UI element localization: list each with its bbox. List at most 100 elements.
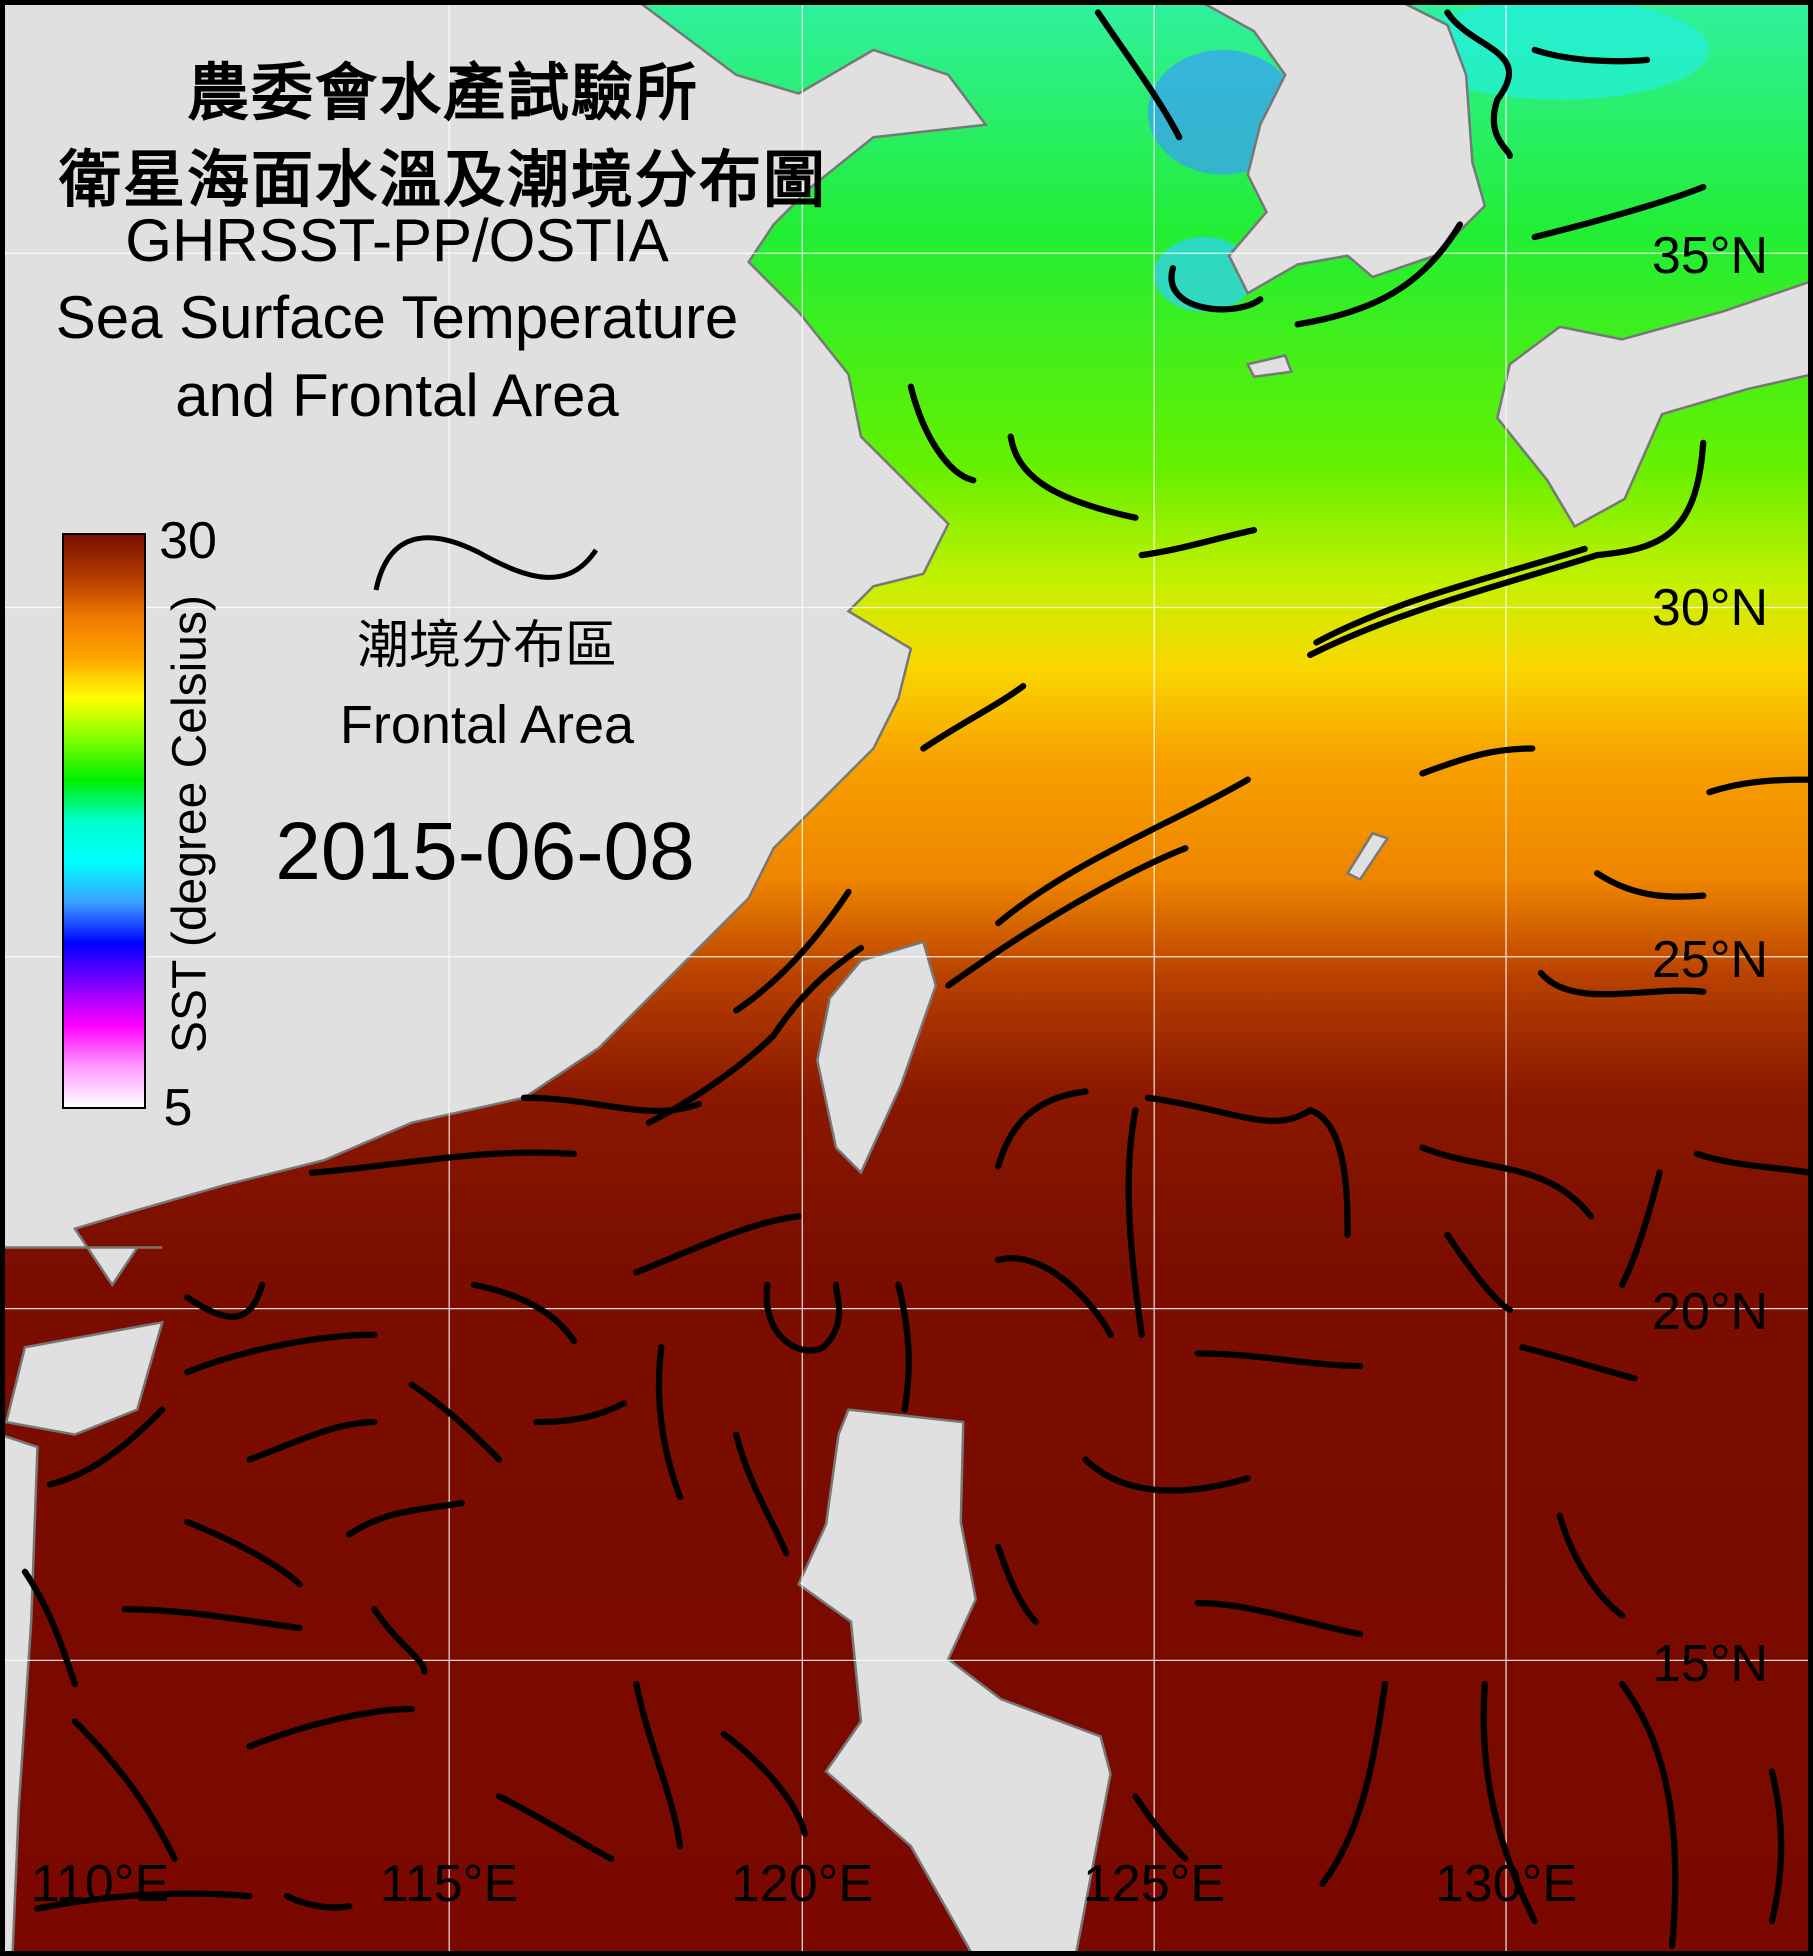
front-line — [1125, 1107, 1145, 1338]
front-line — [907, 383, 977, 484]
land-japan — [1495, 279, 1813, 529]
front-line — [1138, 527, 1258, 559]
lat-label-35n: 35°N — [1651, 227, 1769, 285]
front-line — [246, 1418, 378, 1463]
front-line — [1313, 545, 1588, 646]
front-line — [945, 845, 1189, 989]
front-line — [655, 1344, 684, 1501]
front-line — [1419, 1144, 1595, 1220]
lon-label-115e: 115°E — [379, 1855, 519, 1913]
front-line — [995, 1255, 1114, 1338]
front-line — [733, 1431, 790, 1557]
front-line — [763, 1281, 843, 1354]
front-line — [1618, 1680, 1679, 1950]
front-line — [1480, 1680, 1538, 1925]
land-jeju — [1245, 354, 1294, 379]
lon-label-125e: 125°E — [1082, 1855, 1226, 1913]
lon-label-130e: 130°E — [1434, 1855, 1578, 1913]
front-line — [645, 944, 865, 1126]
front-line — [1132, 1793, 1189, 1862]
front-line — [1693, 1150, 1813, 1176]
legend-label-en: Frontal Area — [339, 695, 635, 755]
front-line — [246, 1705, 415, 1750]
land-luzon — [797, 1408, 1112, 1956]
front-line — [71, 1718, 178, 1862]
dataset-title: GHRSST-PP/OSTIA — [125, 207, 669, 274]
land-vietnam — [0, 1433, 39, 1956]
front-line — [184, 1281, 266, 1320]
sst-colorbar — [62, 533, 146, 1109]
front-line — [1144, 1094, 1351, 1239]
front-line — [184, 1331, 378, 1376]
front-line — [184, 1518, 303, 1588]
front-line — [1194, 1350, 1364, 1370]
front-line — [121, 1606, 303, 1632]
front-line — [720, 1730, 808, 1837]
lon-label-120e: 120°E — [730, 1855, 874, 1913]
front-line — [633, 1213, 802, 1276]
front-line — [1556, 1512, 1626, 1619]
front-line — [346, 1500, 465, 1538]
front-line — [1319, 1680, 1389, 1887]
front-line — [995, 1543, 1039, 1625]
front-line — [1537, 969, 1707, 998]
front-line — [1444, 9, 1513, 160]
title-en-line1: Sea Surface Temperature — [55, 284, 739, 351]
front-line — [995, 776, 1251, 927]
front-line — [371, 1606, 428, 1675]
land-china — [0, 0, 989, 1288]
colorbar-axis-label: SST (degree Celsius) — [163, 595, 217, 1053]
map-title-zh: 衛星海面水溫及潮境分布圖 — [58, 146, 828, 215]
land-korea — [1195, 0, 1487, 295]
front-line — [533, 1400, 628, 1426]
front-line — [283, 1893, 353, 1911]
front-line — [1094, 9, 1183, 141]
front-line — [1706, 776, 1813, 796]
title-en-line2: and Frontal Area — [175, 362, 619, 429]
front-line — [495, 1793, 615, 1862]
colorbar-max-label: 30 — [159, 512, 217, 570]
front-line — [1294, 221, 1464, 328]
front-line — [920, 682, 1027, 752]
frontal-line-icon — [373, 535, 599, 591]
front-line — [733, 888, 852, 1014]
lat-label-30n: 30°N — [1651, 579, 1769, 637]
front-line — [1768, 1768, 1785, 1925]
front-line — [1168, 265, 1264, 313]
front-line — [995, 1088, 1089, 1170]
front-line — [1531, 46, 1651, 65]
map-date: 2015-06-08 — [275, 806, 695, 897]
frontal-lines — [21, 9, 1813, 1950]
legend-label-zh: 潮境分布區 — [356, 617, 618, 675]
front-line — [1307, 439, 1707, 659]
front-line — [520, 1094, 702, 1115]
front-line — [1444, 1231, 1513, 1313]
front-line — [633, 1680, 684, 1850]
front-line — [34, 1890, 253, 1912]
land-ryukyu — [1345, 831, 1390, 882]
front-line — [1194, 1599, 1364, 1638]
lat-label-20n: 20°N — [1651, 1283, 1769, 1341]
front-line — [1594, 870, 1707, 900]
land-hainan — [4, 1320, 164, 1436]
lat-label-25n: 25°N — [1651, 931, 1769, 989]
front-line — [1618, 1169, 1663, 1288]
front-line — [308, 1149, 578, 1176]
cold-patch — [1409, 0, 1710, 100]
front-line — [471, 1281, 578, 1345]
colorbar-min-label: 5 — [163, 1079, 193, 1137]
front-line — [1082, 1456, 1251, 1494]
institute-title: 農委會水產試驗所 — [186, 59, 700, 128]
front-line — [1531, 183, 1707, 241]
front-line — [1419, 745, 1536, 777]
front-line — [408, 1381, 503, 1463]
front-line — [1007, 433, 1139, 521]
front-line — [46, 1406, 166, 1488]
front-line — [895, 1281, 912, 1413]
lon-label-110e: 110°E — [30, 1855, 170, 1913]
lat-label-15n: 15°N — [1651, 1635, 1769, 1693]
